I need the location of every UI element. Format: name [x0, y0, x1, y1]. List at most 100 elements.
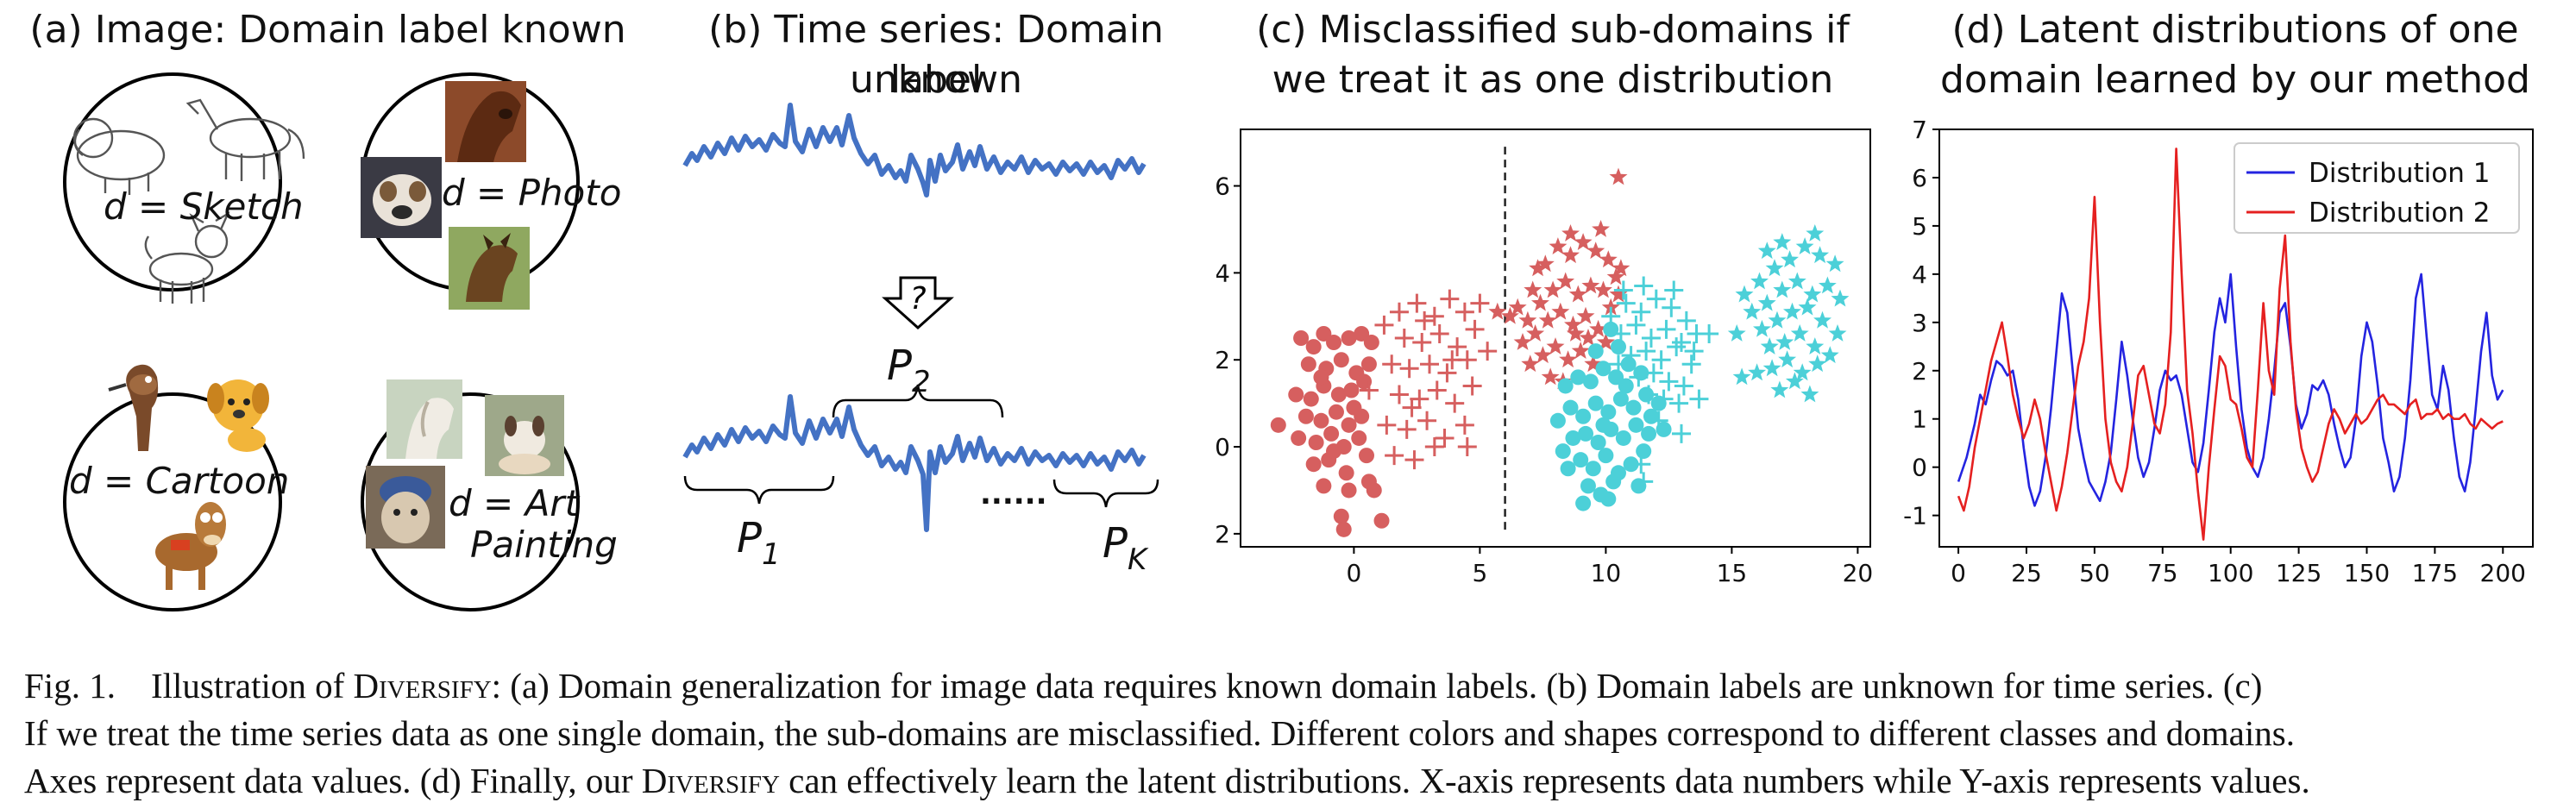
sketch-circle	[63, 72, 282, 292]
x-tick-label: 175	[2412, 559, 2458, 587]
red-plus-point	[1404, 450, 1424, 470]
red-circle-point	[1359, 448, 1374, 464]
y-tick-label: 7	[1912, 116, 1927, 144]
cyan-star-point	[1778, 350, 1797, 368]
cyan-star-point	[1831, 289, 1850, 307]
cyan-star-point	[1765, 259, 1784, 277]
cyan-circle-point	[1560, 461, 1576, 477]
cyan-plus-point	[1664, 280, 1684, 300]
red-star-point	[1609, 285, 1628, 303]
cartoon-horse-picture	[108, 364, 159, 451]
red-circle-point	[1313, 412, 1329, 429]
panel-b-title-line2: unknown	[850, 58, 1022, 102]
cyan-star-point	[1811, 246, 1830, 264]
cyan-plus-point	[1654, 389, 1674, 409]
brace-p1	[683, 475, 835, 505]
domain-label-cartoon: d = Cartoon	[69, 460, 289, 502]
red-plus-point	[1407, 293, 1427, 313]
cyan-circle-point	[1587, 395, 1604, 411]
brace-pk	[1052, 479, 1159, 508]
cyan-circle-point	[1608, 369, 1624, 386]
red-circle-point	[1326, 443, 1342, 460]
art-dog-picture	[485, 395, 564, 476]
red-star-point	[1518, 310, 1537, 329]
cyan-plus-point	[1667, 337, 1687, 357]
red-plus-point	[1435, 428, 1454, 448]
red-star-point	[1592, 220, 1610, 237]
cyan-star-point	[1795, 237, 1814, 254]
x-tick-label: 20	[1843, 559, 1874, 587]
panel-c-title-line2: we treat it as one distribution	[1272, 58, 1834, 102]
cartoon-circle	[63, 392, 282, 611]
cyan-plus-point	[1629, 367, 1649, 387]
cyan-plus-point	[1676, 310, 1696, 330]
legend-label-2: Distribution 2	[2309, 198, 2490, 229]
cyan-circle-point	[1587, 343, 1604, 360]
cyan-star-point	[1732, 367, 1751, 386]
red-circle-point	[1316, 478, 1332, 494]
red-plus-point	[1462, 376, 1482, 396]
red-circle-point	[1338, 465, 1354, 481]
y-tick-label: -2	[1216, 520, 1230, 549]
cyan-circle-point	[1570, 369, 1586, 386]
x-tick-label: 150	[2344, 559, 2390, 587]
caption-line-2: If we treat the time series data as one …	[24, 713, 2295, 753]
series-line-1	[1957, 273, 2504, 507]
red-circle-point	[1333, 352, 1349, 368]
cyan-star-point	[1768, 310, 1787, 329]
cyan-star-point	[1757, 241, 1776, 260]
cartoon-dog-picture	[207, 379, 269, 452]
cyan-circle-point	[1611, 339, 1626, 355]
red-star-point	[1574, 233, 1593, 250]
cyan-circle-point	[1582, 373, 1599, 390]
y-tick-label: 6	[1912, 164, 1927, 192]
red-circle-point	[1366, 482, 1382, 499]
domain-label-art-line2: Painting	[470, 524, 618, 566]
cyan-star-point	[1808, 354, 1827, 373]
art-dog-painting-picture	[366, 466, 445, 549]
cyan-plus-point	[1641, 329, 1661, 348]
cyan-plus-point	[1651, 350, 1671, 370]
cyan-star-point	[1743, 302, 1762, 320]
red-star-point	[1589, 319, 1608, 337]
red-star-point	[1526, 324, 1545, 342]
red-plus-point	[1465, 319, 1485, 339]
cyan-plus-point	[1631, 302, 1651, 322]
red-plus-point	[1415, 310, 1435, 330]
red-star-point	[1531, 293, 1549, 311]
red-star-point	[1571, 342, 1590, 359]
figure-caption: Fig. 1. Illustration of Diversify: (a) D…	[24, 662, 2554, 805]
panel-a-figure: d = Sketch d = Photo d = Cartoon d = Art…	[63, 72, 621, 611]
red-circle-point	[1316, 325, 1332, 342]
panel-c: (c) Misclassified sub-domains if we trea…	[1216, 0, 1889, 621]
cyan-circle-point	[1636, 443, 1652, 460]
method-name: Diversify	[353, 666, 492, 706]
legend-label-1: Distribution 1	[2309, 158, 2490, 189]
cyan-circle-point	[1612, 391, 1629, 407]
red-star-point	[1606, 267, 1625, 285]
cyan-plus-point	[1634, 472, 1654, 492]
red-circle-point	[1305, 339, 1322, 355]
question-arrow-icon	[882, 276, 954, 330]
red-plus-point	[1385, 446, 1404, 466]
red-star-point	[1576, 306, 1595, 324]
y-tick-label: 3	[1912, 309, 1927, 337]
cyan-circle-point	[1598, 448, 1614, 464]
red-plus-point	[1399, 359, 1419, 379]
cyan-circle-point	[1628, 417, 1644, 433]
legend-box	[2234, 142, 2520, 234]
red-circle-point	[1323, 425, 1340, 442]
x-tick-label: 0	[1346, 559, 1361, 587]
red-circle-point	[1297, 408, 1314, 424]
red-star-point	[1601, 298, 1620, 316]
red-circle-point	[1308, 435, 1324, 450]
red-plus-point	[1389, 302, 1409, 322]
cyan-star-point	[1828, 324, 1847, 342]
brace-p2	[832, 384, 1004, 418]
cyan-circle-point	[1618, 378, 1634, 394]
x-tick-label: 0	[1951, 559, 1966, 587]
cyan-plus-point	[1684, 342, 1704, 361]
cyan-plus-point	[1621, 346, 1641, 366]
red-star-point	[1508, 298, 1527, 316]
red-star-point	[1596, 333, 1615, 350]
